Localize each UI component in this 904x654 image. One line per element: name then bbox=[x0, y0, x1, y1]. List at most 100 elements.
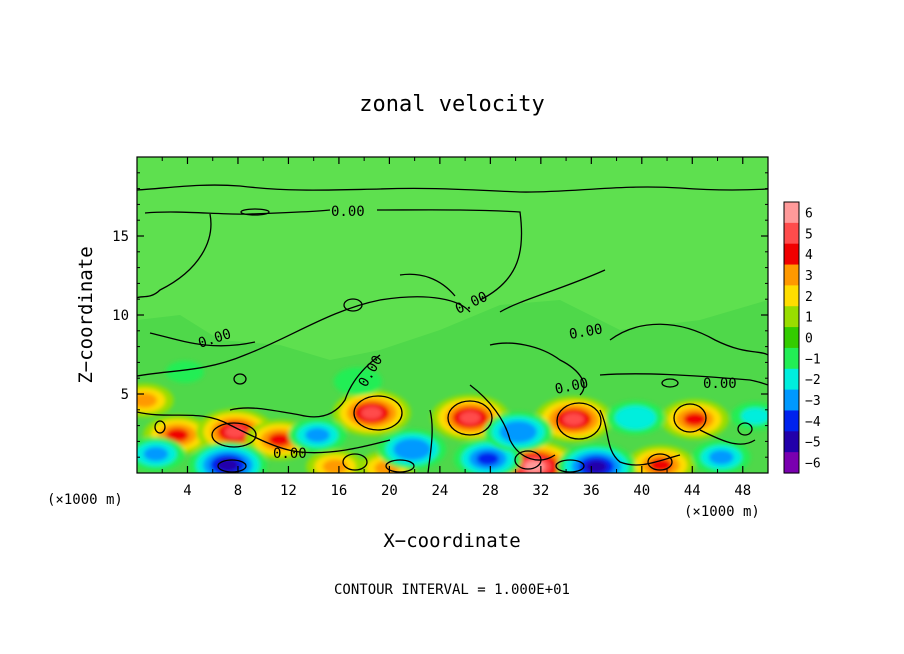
contour-line bbox=[137, 411, 391, 454]
positive-extremum bbox=[524, 460, 545, 473]
negative-extremum bbox=[585, 460, 607, 473]
x-axis-title: X−coordinate bbox=[383, 530, 520, 552]
positive-extremum bbox=[459, 411, 481, 425]
contour-line bbox=[427, 409, 433, 473]
contour-ring bbox=[211, 422, 257, 448]
contour-label: 0.00 bbox=[568, 321, 604, 343]
contour-ring bbox=[353, 395, 403, 431]
contour-ring bbox=[555, 459, 585, 473]
positive-extremum bbox=[224, 425, 247, 439]
positive-extremum bbox=[683, 412, 707, 426]
colorbar-label: −4 bbox=[805, 415, 821, 430]
negative-extremum bbox=[740, 407, 768, 425]
negative-extremum bbox=[708, 449, 734, 465]
contour-ring bbox=[385, 459, 415, 473]
x-tick-label: 44 bbox=[684, 483, 701, 499]
colorbar-label: −1 bbox=[805, 352, 821, 367]
x-axis: 4 8 12 16 20 24 28 32 36 40 44 48 bbox=[161, 157, 751, 499]
contour-ring bbox=[514, 450, 542, 470]
colorbar-label: −5 bbox=[805, 436, 821, 451]
colorbar-swatch bbox=[784, 306, 799, 328]
x-unit-left: (×1000 m) bbox=[47, 492, 123, 508]
x-tick-label: 48 bbox=[734, 483, 751, 499]
contour-ring bbox=[556, 402, 602, 440]
contour-ring bbox=[217, 459, 247, 473]
x-tick-label: 32 bbox=[532, 483, 549, 499]
contour-line bbox=[137, 296, 471, 377]
colorbar-label: 4 bbox=[805, 248, 813, 263]
colorbar-label: 1 bbox=[805, 311, 813, 326]
x-tick-label: 36 bbox=[583, 483, 600, 499]
zero-contours bbox=[137, 184, 768, 473]
positive-extremum bbox=[361, 406, 383, 420]
contour-line bbox=[229, 354, 381, 418]
colorbar-swatch bbox=[784, 222, 799, 245]
negative-extremum bbox=[143, 446, 169, 462]
positive-extremum bbox=[322, 459, 348, 473]
contour-ring bbox=[673, 403, 707, 433]
positive-extremum bbox=[563, 412, 585, 426]
contour-line bbox=[144, 209, 331, 215]
contour-ring bbox=[342, 453, 368, 471]
contour-line bbox=[137, 213, 212, 299]
y-tick-label: 5 bbox=[121, 387, 129, 403]
x-tick-label: 8 bbox=[234, 483, 242, 499]
negative-extremum bbox=[476, 452, 500, 466]
colorbar-swatch bbox=[784, 452, 799, 474]
positive-extremum bbox=[137, 393, 157, 408]
colorbar-frame bbox=[783, 201, 800, 474]
contour-line bbox=[469, 384, 556, 461]
contour-label: 0.00 bbox=[331, 204, 365, 220]
colorbar: 6 5 4 3 2 1 0 −1 −2 −3 −4 −5 −6 bbox=[783, 201, 821, 474]
contour-line bbox=[489, 342, 585, 396]
contour-line bbox=[599, 373, 768, 386]
contour-ring bbox=[661, 378, 679, 388]
contour-line bbox=[699, 429, 756, 445]
y-axis: 5 10 15 bbox=[112, 172, 768, 458]
colorbar-swatch bbox=[784, 327, 799, 349]
negative-extremum bbox=[165, 360, 204, 383]
contour-label: 0.00 bbox=[273, 446, 307, 462]
x-tick-label: 24 bbox=[431, 483, 448, 499]
negative-extremum bbox=[506, 425, 530, 439]
colorbar-label: −2 bbox=[805, 373, 821, 388]
contour-interval-note: CONTOUR INTERVAL = 1.000E+01 bbox=[334, 582, 570, 598]
x-unit-right: (×1000 m) bbox=[684, 504, 760, 520]
contour-line bbox=[609, 323, 768, 356]
contour-line bbox=[599, 409, 681, 466]
negative-extremum bbox=[305, 427, 330, 443]
contour-ring bbox=[447, 400, 493, 436]
colorbar-swatch bbox=[784, 368, 799, 391]
contour-line bbox=[376, 209, 523, 301]
plot-area bbox=[137, 157, 768, 473]
x-tick-label: 20 bbox=[381, 483, 398, 499]
contour-ring bbox=[647, 453, 673, 471]
colorbar-swatch bbox=[784, 202, 799, 224]
contour-ring bbox=[240, 208, 270, 216]
colorbar-label: 5 bbox=[805, 227, 813, 242]
contour-ring bbox=[233, 373, 247, 385]
colorbar-swatch bbox=[784, 431, 799, 453]
colorbar-swatch bbox=[784, 264, 799, 286]
positive-extremum bbox=[166, 428, 189, 442]
colorbar-label: −6 bbox=[805, 457, 821, 472]
colorbar-label: 0 bbox=[805, 332, 813, 347]
x-tick-label: 12 bbox=[280, 483, 297, 499]
x-tick-label: 16 bbox=[330, 483, 347, 499]
contour-line bbox=[137, 184, 768, 193]
chart-title: zonal velocity bbox=[359, 92, 544, 117]
contour-label: 0.00 bbox=[554, 375, 590, 398]
contour-ring bbox=[154, 420, 166, 434]
y-tick-label: 15 bbox=[112, 229, 129, 245]
y-axis-title: Z−coordinate bbox=[75, 246, 97, 383]
colorbar-swatch bbox=[784, 285, 799, 307]
colorbar-swatch bbox=[784, 410, 799, 432]
field-extrema bbox=[137, 360, 768, 473]
y-tick-label: 10 bbox=[112, 308, 129, 324]
negative-extremum bbox=[623, 410, 648, 426]
x-tick-label: 4 bbox=[183, 483, 191, 499]
x-tick-label: 40 bbox=[633, 483, 650, 499]
colorbar-label: 3 bbox=[805, 269, 813, 284]
upper-layer-shade bbox=[137, 157, 768, 360]
